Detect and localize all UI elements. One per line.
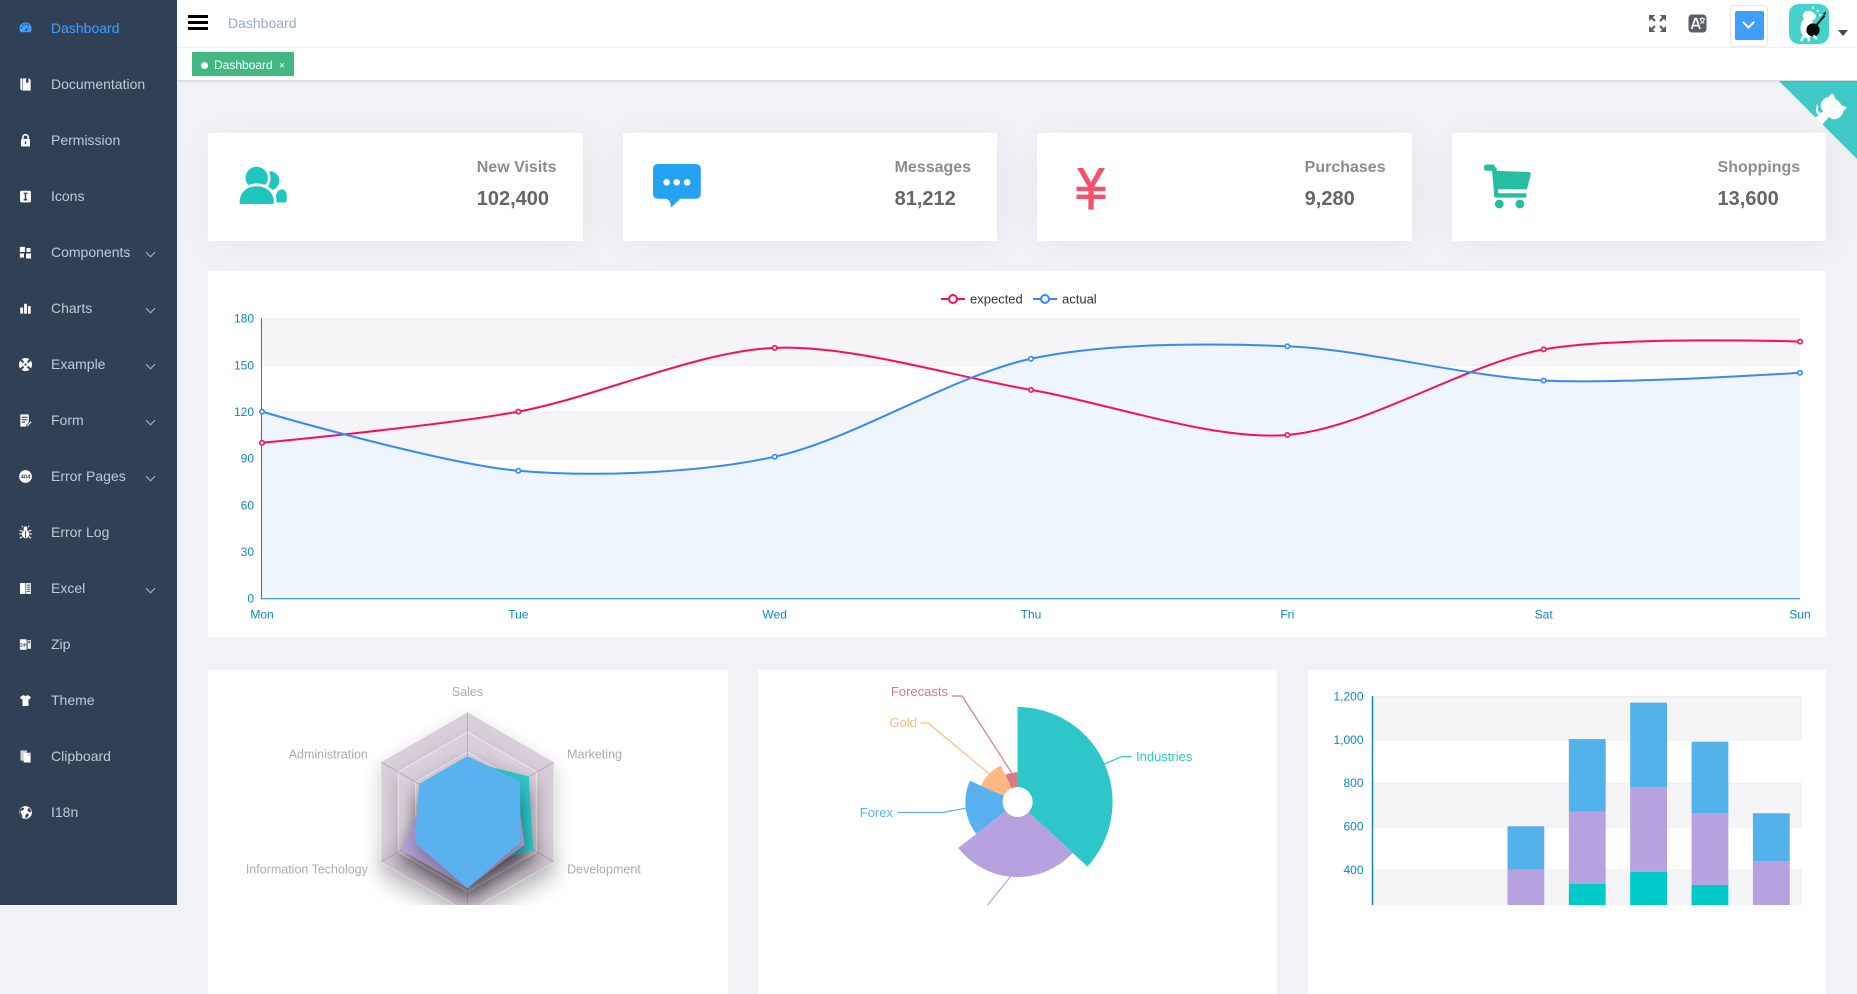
svg-text:404: 404 xyxy=(20,475,30,481)
svg-text:Administration: Administration xyxy=(289,748,368,762)
svg-text:120: 120 xyxy=(234,405,254,419)
svg-text:Information Techology: Information Techology xyxy=(246,863,369,877)
svg-text:Sat: Sat xyxy=(1535,607,1554,621)
svg-text:600: 600 xyxy=(1343,820,1363,834)
svg-text:Marketing: Marketing xyxy=(567,748,622,762)
svg-text:ZIP: ZIP xyxy=(19,642,26,647)
svg-text:Thu: Thu xyxy=(1021,607,1042,621)
svg-text:Sun: Sun xyxy=(1789,607,1810,621)
svg-text:400: 400 xyxy=(1343,863,1363,877)
svg-text:Industries: Industries xyxy=(1136,749,1193,764)
svg-text:180: 180 xyxy=(234,312,254,326)
svg-text:Development: Development xyxy=(567,863,641,877)
svg-text:expected: expected xyxy=(970,292,1023,307)
svg-text:60: 60 xyxy=(241,498,255,512)
svg-text:Mon: Mon xyxy=(250,607,273,621)
svg-text:Forex: Forex xyxy=(860,805,894,820)
svg-text:Gold: Gold xyxy=(890,715,917,730)
svg-text:Tue: Tue xyxy=(508,607,529,621)
svg-text:90: 90 xyxy=(241,452,255,466)
svg-text:Fri: Fri xyxy=(1280,607,1294,621)
svg-text:150: 150 xyxy=(234,358,254,372)
svg-text:1,000: 1,000 xyxy=(1333,733,1363,747)
svg-text:Wed: Wed xyxy=(762,607,786,621)
svg-text:0: 0 xyxy=(247,592,254,606)
svg-text:30: 30 xyxy=(241,545,255,559)
svg-text:Sales: Sales xyxy=(452,685,483,699)
svg-text:actual: actual xyxy=(1062,292,1097,307)
svg-text:Forecasts: Forecasts xyxy=(891,684,949,699)
svg-text:800: 800 xyxy=(1343,776,1363,790)
svg-text:1,200: 1,200 xyxy=(1333,689,1363,703)
